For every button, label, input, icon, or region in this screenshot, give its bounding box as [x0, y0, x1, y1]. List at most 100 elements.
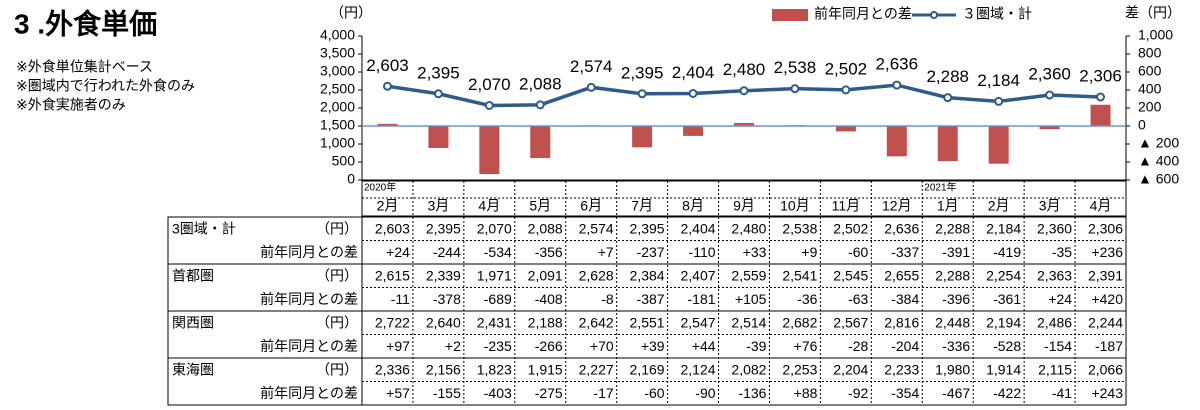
- bar: [734, 123, 754, 126]
- marker: [739, 86, 749, 96]
- cell: -60: [848, 244, 868, 260]
- bar: [937, 126, 958, 162]
- cell: -187: [1095, 338, 1123, 354]
- note: ※外食単位集計ベース: [16, 59, 153, 75]
- cell: +24: [386, 244, 410, 260]
- x-tick-label: 4月: [478, 198, 500, 214]
- cell: 2,404: [680, 220, 715, 236]
- cell: -244: [433, 244, 461, 260]
- cell: -275: [535, 385, 563, 401]
- cell: 2,244: [1088, 314, 1123, 330]
- cell: 2,502: [833, 220, 868, 236]
- cell: -92: [848, 385, 868, 401]
- data-label: 2,070: [468, 75, 511, 94]
- cell: 2,551: [630, 314, 665, 330]
- cell: -155: [433, 385, 461, 401]
- cell: 2,655: [884, 267, 919, 283]
- y2-axis-label: 差（円）: [1125, 5, 1181, 21]
- marker: [535, 100, 545, 110]
- cell: 2,288: [935, 267, 970, 283]
- cell: 2,636: [884, 220, 919, 236]
- year-label: 2021年: [924, 181, 956, 194]
- cell: 2,336: [375, 361, 410, 377]
- cell: 2,204: [833, 361, 868, 377]
- marker: [1045, 90, 1055, 100]
- cell: -356: [535, 244, 563, 260]
- cell: 1,914: [986, 361, 1021, 377]
- cell: 2,169: [630, 361, 665, 377]
- data-label: 2,395: [417, 63, 460, 82]
- bar: [683, 126, 704, 136]
- cell: -63: [848, 291, 868, 307]
- x-tick-label: 1月: [937, 198, 959, 214]
- cell: 2,395: [426, 220, 461, 236]
- marker: [841, 85, 851, 95]
- cell: -36: [797, 291, 817, 307]
- marker: [484, 100, 494, 110]
- y2-tick-label: 0: [1138, 117, 1146, 133]
- cell: 2,514: [731, 314, 766, 330]
- cell: +243: [1091, 385, 1123, 401]
- row-unit: （円）: [316, 361, 358, 377]
- cell: -28: [848, 338, 868, 354]
- marker: [1096, 92, 1106, 102]
- cell: +24: [1048, 291, 1072, 307]
- y-tick-label: 2,500: [320, 81, 355, 97]
- y-axis-label: （円）: [330, 5, 372, 21]
- cell: -136: [738, 385, 766, 401]
- cell: 2,431: [477, 314, 512, 330]
- cell: 2,194: [986, 314, 1021, 330]
- cell: 2,384: [630, 267, 665, 283]
- note: ※外食実施者のみ: [16, 97, 126, 113]
- y-tick-label: 2,000: [320, 99, 355, 115]
- cell: +420: [1091, 291, 1123, 307]
- y2-tick-label: 400: [1138, 81, 1162, 97]
- y-tick-label: 3,500: [320, 45, 355, 61]
- data-label: 2,603: [366, 56, 409, 75]
- year-label: 2020年: [364, 181, 396, 194]
- cell: 2,227: [579, 361, 614, 377]
- cell: -35: [1052, 244, 1072, 260]
- data-label: 2,184: [977, 71, 1020, 90]
- row-unit: （円）: [316, 267, 358, 283]
- bar: [835, 126, 856, 132]
- x-tick-label: 5月: [529, 198, 551, 214]
- data-label: 2,088: [519, 74, 562, 93]
- cell: 1,971: [477, 267, 512, 283]
- cell: 2,628: [579, 267, 614, 283]
- row-label: 前年同月との差: [260, 244, 358, 260]
- marker: [382, 81, 392, 91]
- cell: 2,082: [731, 361, 766, 377]
- cell: +57: [386, 385, 410, 401]
- data-label: 2,636: [876, 55, 919, 74]
- cell: -534: [484, 244, 512, 260]
- data-label: 2,360: [1028, 65, 1071, 84]
- cell: -181: [688, 291, 716, 307]
- legend-marker: [930, 11, 938, 19]
- x-tick-label: 2月: [377, 198, 399, 214]
- y-tick-label: 0: [347, 171, 355, 187]
- cell: -110: [689, 244, 716, 260]
- cell: -419: [993, 244, 1021, 260]
- cell: -384: [891, 291, 919, 307]
- row-unit: （円）: [316, 314, 358, 330]
- data-label: 2,395: [621, 63, 664, 82]
- cell: -689: [484, 291, 512, 307]
- row-label: 前年同月との差: [260, 291, 358, 307]
- cell: 2,547: [680, 314, 715, 330]
- marker: [994, 96, 1004, 106]
- cell: 2,574: [579, 220, 614, 236]
- cell: 2,156: [426, 361, 461, 377]
- cell: -39: [746, 338, 766, 354]
- cell: -336: [942, 338, 970, 354]
- bar: [988, 126, 1009, 164]
- cell: +70: [590, 338, 614, 354]
- cell: 2,448: [935, 314, 970, 330]
- y2-tick-label: 1,000: [1138, 27, 1173, 43]
- cell: +7: [598, 244, 614, 260]
- cell: 2,603: [375, 220, 410, 236]
- cell: 2,188: [528, 314, 563, 330]
- y-tick-label: 1,000: [320, 135, 355, 151]
- cell: -237: [637, 244, 665, 260]
- cell: +105: [735, 291, 767, 307]
